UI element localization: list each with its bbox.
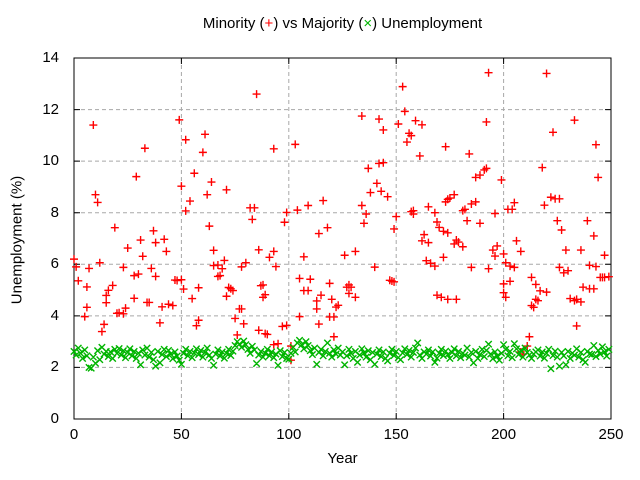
axis-tick-marks [73,57,612,420]
title-text-post: ) Unemployment [372,15,483,32]
y-tick-label: 6 [50,255,59,273]
y-tick-label: 2 [50,358,59,376]
x-tick-label: 0 [69,426,79,443]
y-tick-label: 0 [50,410,59,427]
title-text-pre: Minority ( [202,15,265,32]
x-tick-label: 100 [276,426,302,443]
x-tick-label: 200 [491,426,517,443]
minority-series-markers [70,68,613,365]
y-tick-label: 8 [50,203,59,221]
chart-title: Minority (+) vs Majority (×) Unemploymen… [74,15,611,32]
minority-plus-marker-icon: + [264,15,274,32]
x-axis-label: Year [327,450,358,467]
y-tick-label: 10 [42,152,59,170]
majority-cross-marker-icon: × [363,15,373,32]
majority-series-markers [70,336,613,373]
x-tick-label: 250 [598,426,624,443]
x-tick-label: 50 [173,426,190,443]
x-tick-label: 150 [383,426,409,443]
title-text-mid: ) vs Majority ( [273,15,364,32]
y-tick-label: 14 [42,49,59,66]
y-tick-label: 4 [50,306,59,324]
y-tick-label: 12 [42,100,59,118]
plot-border [73,57,612,420]
